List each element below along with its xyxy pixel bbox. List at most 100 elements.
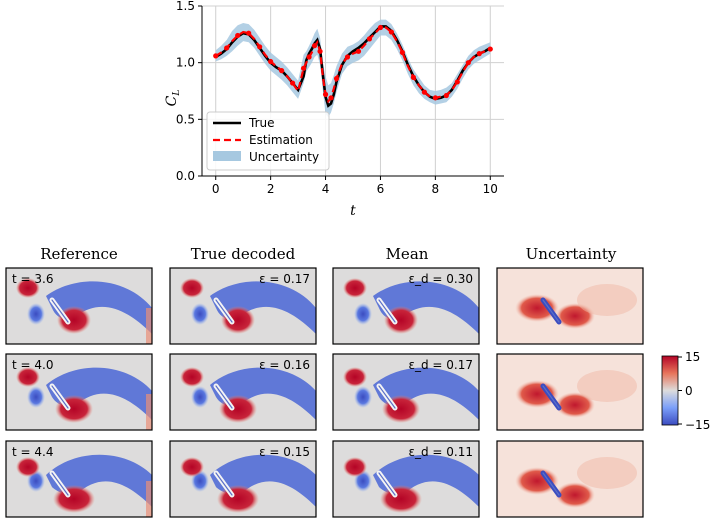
airfoil-outline — [378, 472, 396, 496]
estimation-point — [279, 68, 285, 74]
vortex-positive — [343, 367, 367, 387]
y-ticks: 0.0 0.5 1.0 1.5 — [176, 0, 202, 183]
estimation-point — [487, 46, 493, 52]
airfoil-outline — [215, 299, 233, 323]
panel-r2-c3: ε_d = 0.17 — [332, 353, 480, 431]
panel-r1-c3: ε_d = 0.30 — [332, 267, 480, 345]
panel-frame — [332, 440, 480, 518]
vortex-wake-negative — [46, 367, 152, 420]
vortex-negative — [191, 303, 209, 325]
estimation-point — [344, 54, 351, 60]
estimation-point — [410, 74, 416, 80]
colorbar-label-high: 15 — [685, 350, 700, 364]
vortex-positive — [16, 457, 40, 477]
panel-frame — [332, 267, 480, 345]
airfoil-outline — [378, 385, 396, 409]
uncertainty-region — [577, 284, 637, 316]
panel-frame — [5, 353, 153, 431]
vortex-wake-negative — [373, 281, 479, 334]
error-label: ε = 0.16 — [259, 358, 310, 372]
vortex-negative — [27, 386, 45, 408]
airfoil-outline — [542, 385, 560, 409]
vortex-positive — [16, 367, 40, 387]
col-title-uncertainty: Uncertainty — [526, 245, 617, 263]
vortex-negative — [354, 303, 372, 325]
legend: True Estimation Uncertainty — [206, 111, 330, 171]
airfoil-outline — [542, 472, 560, 496]
estimation-point — [443, 92, 449, 99]
panel-frame — [496, 267, 644, 345]
x-axis-label: t — [350, 203, 356, 219]
estimation-point — [268, 58, 274, 65]
estimation-point — [355, 48, 362, 54]
y-tick-label: 0.0 — [176, 169, 195, 183]
airfoil-outline — [51, 472, 69, 496]
vortex-positive — [16, 278, 40, 298]
time-label: t = 3.6 — [12, 272, 53, 286]
estimation-point — [476, 51, 482, 57]
cl-plot: 0 2 4 6 8 10 0.0 0.5 1.0 1.5 t CL True Estimatio… — [164, 0, 504, 219]
vortex-edge — [146, 308, 152, 344]
estimation-point — [421, 89, 427, 95]
estimation-point — [290, 80, 296, 86]
legend-uncertainty-swatch — [213, 151, 241, 161]
estimation-point — [432, 95, 438, 101]
x-tick-label: 10 — [483, 182, 498, 196]
panel-frame — [5, 440, 153, 518]
estimation-point — [317, 48, 323, 54]
estimation-point — [235, 32, 241, 39]
y-axis-label: CL — [164, 90, 182, 107]
estimation-points — [213, 24, 493, 101]
x-tick-label: 2 — [267, 182, 275, 196]
decoded-error-label: ε_d = 0.17 — [408, 358, 473, 372]
decoded-error-label: ε_d = 0.11 — [408, 445, 473, 459]
vortex-wake-negative — [210, 281, 316, 334]
airfoil-outline — [215, 385, 233, 409]
x-tick-label: 4 — [322, 182, 330, 196]
estimation-point — [213, 53, 219, 59]
legend-estimation-label: Estimation — [249, 133, 313, 147]
uncertainty-region — [577, 457, 637, 489]
estimation-point — [300, 65, 307, 71]
estimation-point — [465, 60, 471, 66]
panel-frame — [5, 267, 153, 345]
uncertainty-region — [515, 294, 559, 322]
x-tick-label: 6 — [377, 182, 385, 196]
estimation-point — [454, 79, 460, 85]
legend-true-label: True — [248, 116, 275, 130]
panel-frame — [169, 353, 317, 431]
vortex-positive — [180, 278, 204, 298]
panel-r3-c3: ε_d = 0.11 — [332, 440, 480, 518]
colorbar: 15 0 −15 — [661, 350, 710, 432]
vortex-positive-large — [217, 485, 259, 513]
panel-frame — [496, 440, 644, 518]
col-title-reference: Reference — [40, 245, 118, 263]
vortex-negative — [354, 386, 372, 408]
vortex-wake-negative — [210, 367, 316, 420]
panel-r3-c1: t = 4.4 — [5, 440, 153, 518]
vortex-positive — [180, 457, 204, 477]
x-tick-label: 8 — [432, 182, 440, 196]
col-title-mean: Mean — [386, 245, 429, 263]
estimation-point — [311, 43, 318, 49]
vortex-positive-large — [53, 485, 95, 513]
estimation-point — [377, 24, 384, 31]
airfoil-outline — [542, 299, 560, 323]
estimation-point — [257, 44, 263, 50]
y-tick-label: 0.5 — [176, 112, 195, 126]
vortex-wake-negative — [46, 281, 152, 334]
vortex-positive-large — [384, 306, 418, 334]
col-title-true-decoded: True decoded — [191, 245, 296, 263]
panel-frame — [169, 440, 317, 518]
uncertainty-region — [515, 467, 559, 495]
estimation-point — [246, 30, 252, 36]
vortex-positive — [180, 367, 204, 387]
airfoil-outline — [51, 299, 69, 323]
airfoil-outline — [51, 385, 69, 409]
airfoil-outline — [215, 472, 233, 496]
estimation-point — [388, 29, 395, 35]
estimation-point — [224, 45, 230, 51]
vortex-positive-large — [380, 485, 422, 513]
uncertainty-band — [215, 19, 491, 118]
time-label: t = 4.4 — [12, 445, 53, 459]
